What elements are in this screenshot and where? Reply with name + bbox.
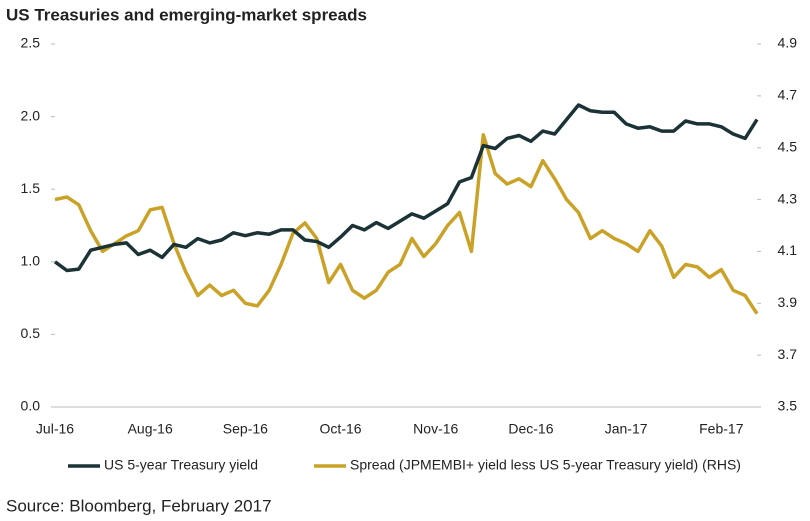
x-tick-label: Jul-16 (36, 421, 74, 437)
y2-tick-label: 3.7 (778, 346, 798, 362)
y2-tick-label: 3.5 (778, 398, 798, 414)
legend-label: Spread (JPMEMBI+ yield less US 5-year Tr… (350, 457, 741, 473)
y-tick-label: 1.0 (21, 253, 41, 269)
y-tick-label: 0.0 (21, 398, 41, 414)
y-tick-label: 0.5 (21, 325, 41, 341)
y2-tick-label: 4.7 (778, 87, 798, 103)
x-tick-label: Feb-17 (699, 421, 744, 437)
x-tick-label: Dec-16 (508, 421, 553, 437)
y2-tick-label: 4.3 (778, 190, 798, 206)
chart-title: US Treasuries and emerging-market spread… (6, 5, 367, 24)
series-line (54, 133, 759, 315)
x-tick-label: Aug-16 (128, 421, 173, 437)
y-tick-label: 2.5 (21, 35, 41, 51)
series-line (53, 103, 759, 273)
legend-label: US 5-year Treasury yield (104, 457, 258, 473)
y2-tick-label: 4.5 (778, 138, 798, 154)
x-tick-label: Sep-16 (223, 421, 268, 437)
x-tick-label: Nov-16 (413, 421, 458, 437)
x-tick-label: Jan-17 (605, 421, 648, 437)
y2-tick-label: 4.9 (778, 35, 798, 51)
source: Source: Bloomberg, February 2017 (6, 496, 272, 515)
y-tick-label: 2.0 (21, 107, 41, 123)
y2-tick-label: 3.9 (778, 294, 798, 310)
y2-tick-label: 4.1 (778, 242, 798, 258)
x-tick-label: Oct-16 (320, 421, 362, 437)
y-tick-label: 1.5 (21, 180, 41, 196)
